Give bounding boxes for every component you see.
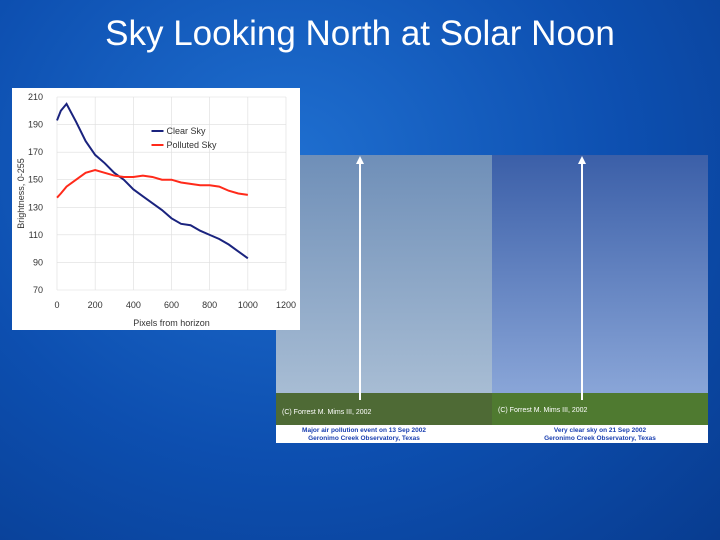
- data-line: [56, 169, 248, 199]
- x-tick-label: 400: [126, 300, 141, 310]
- photo-caption: Very clear sky on 21 Sep 2002: [554, 427, 647, 434]
- slide-title: Sky Looking North at Solar Noon: [105, 14, 615, 53]
- chart: 70 90 110 130 150 170 190 210 0 200 400 600 800 1000 1…: [16, 92, 296, 328]
- y-axis-label: Brightness, 0-255: [16, 158, 26, 229]
- photo-caption: Major air pollution event on 13 Sep 2002: [302, 427, 426, 434]
- x-tick-label: 1000: [238, 300, 258, 310]
- chart-background: [12, 88, 300, 330]
- photo-caption: Geronimo Creek Observatory, Texas: [308, 435, 420, 442]
- photo-credit: (C) Forrest M. Mims III, 2002: [498, 407, 588, 414]
- x-tick-label: 800: [202, 300, 217, 310]
- legend-label: Clear Sky: [167, 126, 207, 136]
- x-tick-label: 1200: [276, 300, 296, 310]
- x-tick-label: 200: [88, 300, 103, 310]
- y-tick-label: 170: [28, 147, 43, 157]
- y-tick-label: 110: [29, 230, 43, 240]
- x-tick-label: 600: [164, 300, 179, 310]
- x-axis-label: Pixels from horizon: [133, 318, 210, 328]
- legend-label: Polluted Sky: [167, 140, 218, 150]
- y-tick-label: 150: [28, 175, 43, 185]
- photo-left: [276, 155, 492, 443]
- y-tick-label: 70: [33, 285, 43, 295]
- photo-credit: (C) Forrest M. Mims III, 2002: [282, 409, 372, 416]
- y-tick-label: 210: [28, 92, 43, 102]
- y-tick-label: 90: [33, 257, 43, 267]
- photo-right: [492, 155, 708, 443]
- data-line: [56, 102, 249, 260]
- x-tick-label: 0: [54, 300, 59, 310]
- y-tick-label: 130: [28, 202, 43, 212]
- y-tick-label: 190: [28, 120, 43, 130]
- photo-caption: Geronimo Creek Observatory, Texas: [544, 435, 656, 442]
